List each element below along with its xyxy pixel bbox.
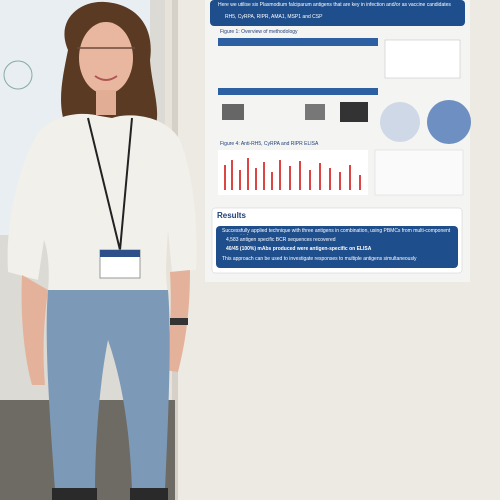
figure-plot [384,39,461,79]
shoe [52,488,97,500]
neck [96,90,116,115]
intro-banner [210,0,465,26]
figure-caption: Figure 4: Anti-RH5, CyRPA and RIPR ELISA [220,141,319,147]
elisa-bars [224,158,361,190]
jeans [46,290,170,490]
left-poster-figure [3,60,33,90]
figure-caption: Figure 1: Overview of methodology [220,29,298,35]
monitor-icon [340,102,368,122]
elisa-plot [218,150,368,195]
results-item: 40/45 (100%) mAbs produced were antigen-… [226,246,372,252]
smile [94,75,118,81]
blouse [7,113,197,292]
figure-bar [218,88,378,95]
machine-icon [305,104,325,120]
figure-circle [380,102,420,142]
machine-icon [222,104,244,120]
figure-bar [218,38,378,46]
poster-intro: Here we utilise six Plasmodium falciparu… [218,2,451,8]
shoe [130,488,168,500]
watch [170,318,188,325]
poster-antigens: RH5, CyRPA, RIPR, AMA1, MSP1 and CSP [225,14,323,20]
arm [21,275,48,385]
badge-header [100,250,140,257]
text-block [374,149,464,196]
results-item: 4,583 antigen specific BCR sequences rec… [226,237,336,243]
figure-circle [427,100,471,144]
results-highlight [216,226,458,268]
results-item: Successfully applied technique with thre… [222,228,451,235]
face [79,22,133,94]
results-item: This approach can be used to investigate… [222,256,417,262]
results-title: Results [217,211,246,220]
